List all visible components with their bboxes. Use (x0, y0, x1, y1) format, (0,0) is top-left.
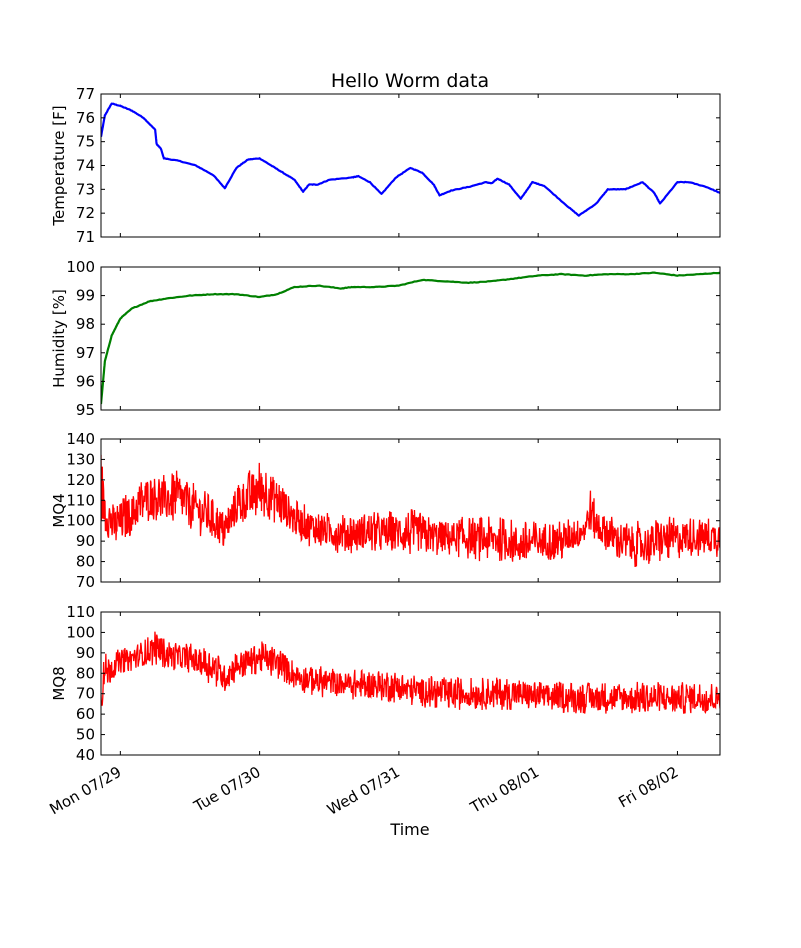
y-tick-label: 100 (66, 258, 95, 276)
y-tick-label: 110 (66, 491, 95, 509)
y-tick-label: 120 (66, 471, 95, 489)
y-tick-label: 77 (76, 85, 95, 103)
panel-mq4: 70 80 90 100 110 120 130 140 MQ4 (50, 430, 721, 591)
y-tick-label: 90 (76, 532, 95, 550)
y-tick-label: 96 (76, 372, 95, 390)
chart-title: Hello Worm data (331, 70, 489, 92)
series-line-mq8 (101, 631, 720, 714)
y-tick-label: 98 (76, 315, 95, 333)
y-tick-label: 50 (76, 726, 95, 744)
y-tick-label: 60 (76, 705, 95, 723)
y-tick-label: 100 (66, 623, 95, 641)
y-tick-label: 71 (76, 228, 95, 246)
y-tick-label: 140 (66, 430, 95, 448)
y-tick-label: 73 (76, 180, 95, 198)
y-tick-label: 95 (76, 401, 95, 419)
y-tick-label: 80 (76, 553, 95, 571)
panel-frame (100, 438, 721, 583)
y-tick-label: 74 (76, 157, 95, 175)
y-axis-label-mq4: MQ4 (50, 493, 68, 527)
series-line-temperature (101, 102, 720, 217)
series-line-humidity (101, 271, 720, 405)
panel-mq8: 40 50 60 70 80 90 100 110 MQ8 (50, 603, 721, 764)
panel-humidity: 95 96 97 98 99 100 Humidity [%] (50, 258, 721, 419)
y-tick-label: 110 (66, 603, 95, 621)
panel-frame (100, 611, 721, 756)
y-axis-label-humidity: Humidity [%] (50, 289, 68, 388)
y-tick-label: 70 (76, 573, 95, 591)
y-tick-label: 76 (76, 109, 95, 127)
y-tick-label: 100 (66, 512, 95, 530)
y-tick-label: 75 (76, 133, 95, 151)
y-tick-label: 40 (76, 746, 95, 764)
x-axis-label: Time (389, 820, 429, 839)
y-tick-label: 72 (76, 204, 95, 222)
y-axis-label-temperature: Temperature [F] (50, 105, 68, 226)
y-axis-label-mq8: MQ8 (50, 666, 68, 700)
y-tick-label: 130 (66, 450, 95, 468)
y-tick-label: 70 (76, 685, 95, 703)
series-line-mq4 (101, 454, 720, 568)
y-tick-label: 80 (76, 664, 95, 682)
y-tick-label: 90 (76, 644, 95, 662)
panel-temperature: 71 72 73 74 75 76 77 Temperature [F] (50, 85, 721, 246)
panel-frame (100, 266, 721, 411)
y-tick-label: 97 (76, 344, 95, 362)
y-tick-label: 99 (76, 287, 95, 305)
